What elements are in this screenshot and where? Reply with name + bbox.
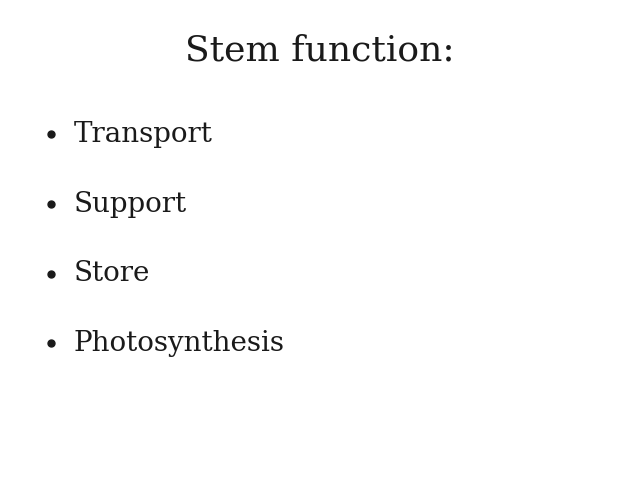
- Text: Photosynthesis: Photosynthesis: [74, 330, 285, 357]
- Text: Transport: Transport: [74, 121, 212, 148]
- Text: Support: Support: [74, 191, 187, 217]
- Text: Store: Store: [74, 260, 150, 287]
- Text: Stem function:: Stem function:: [185, 34, 455, 68]
